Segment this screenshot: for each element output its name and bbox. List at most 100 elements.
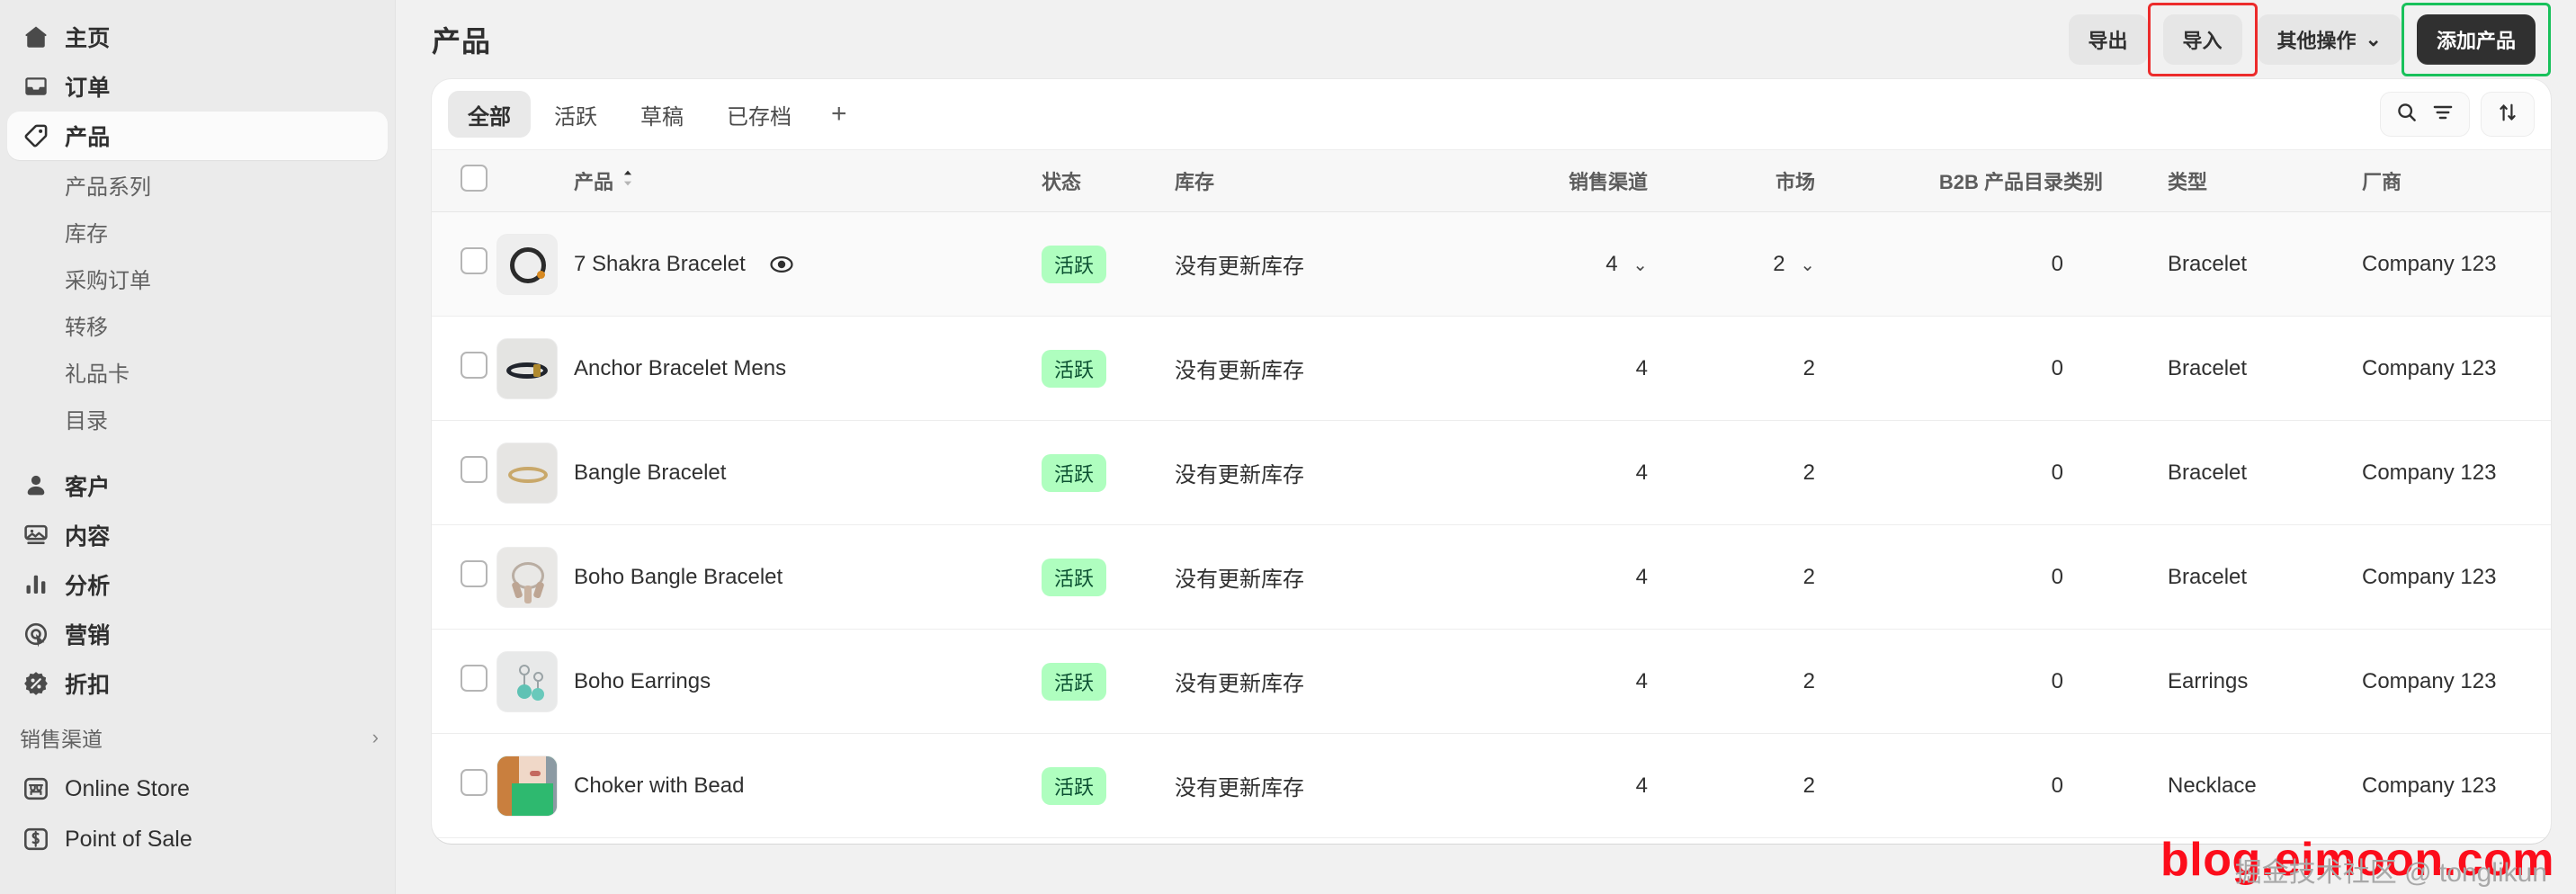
sidebar-item-label: 主页 [65, 26, 111, 51]
sidebar-item-home[interactable]: 主页 [7, 13, 388, 61]
sidebar-subitem-collections[interactable]: 产品系列 [7, 161, 388, 208]
row-type-cell: Bracelet [2168, 524, 2362, 630]
table-row[interactable]: Boho Earrings 活跃 没有更新库存 4 2 0 Earrings C… [432, 629, 2551, 734]
search-filter-pill[interactable] [2380, 92, 2470, 137]
sidebar-subitem-catalogs[interactable]: 目录 [7, 395, 388, 442]
sidebar-item-label: 折扣 [65, 673, 111, 698]
table-row[interactable]: Anchor Bracelet Mens 活跃 没有更新库存 4 2 0 Bra… [432, 316, 2551, 421]
table-row[interactable]: Choker with Bead 活跃 没有更新库存 4 2 0 Necklac… [432, 733, 2551, 838]
row-inventory-cell: 没有更新库存 [1175, 420, 1436, 525]
sidebar-spacer [0, 442, 395, 461]
sidebar-item-analytics[interactable]: 分析 [7, 560, 388, 609]
row-type-cell: Necklace [2168, 837, 2362, 844]
row-vendor-cell: Company 123 [2362, 316, 2551, 421]
online-store-icon [20, 773, 52, 805]
status-badge: 活跃 [1042, 766, 1107, 805]
sort-arrows-icon[interactable] [2496, 101, 2519, 129]
row-inventory-cell: 没有更新库存 [1175, 316, 1436, 421]
filter-icon[interactable] [2431, 101, 2455, 129]
sidebar-item-content[interactable]: 内容 [7, 511, 388, 559]
import-button[interactable]: 导入 [2162, 14, 2242, 65]
row-thumbnail-cell [496, 837, 574, 844]
row-checkbox[interactable] [461, 456, 487, 483]
tab-add-view-button[interactable]: + [831, 99, 847, 129]
product-name[interactable]: Choker with Bead [574, 773, 745, 798]
row-thumbnail-cell [496, 629, 574, 734]
row-vendor-cell: Company 123 [2362, 837, 2551, 844]
sidebar-subitem-label: 转移 [65, 315, 108, 340]
column-label-product: 产品 [574, 171, 614, 193]
table-row[interactable]: Bangle Bracelet 活跃 没有更新库存 4 2 0 Bracelet… [432, 420, 2551, 525]
product-tag-icon [20, 120, 52, 152]
chevron-down-icon[interactable]: ⌄ [1632, 255, 1648, 275]
table-row[interactable]: Boho Bangle Bracelet 活跃 没有更新库存 4 2 0 Bra… [432, 524, 2551, 630]
sidebar-item-customers[interactable]: 客户 [7, 461, 388, 510]
export-button[interactable]: 导出 [2068, 14, 2148, 65]
row-sales-channels-cell: 4 [1436, 629, 1648, 734]
row-vendor-cell: Company 123 [2362, 629, 2551, 734]
product-name[interactable]: Boho Bangle Bracelet [574, 564, 783, 589]
row-checkbox[interactable] [461, 665, 487, 692]
column-header-product[interactable]: 产品 [574, 149, 1042, 212]
tab-archived[interactable]: 已存档 [727, 104, 792, 130]
tab-draft[interactable]: 草稿 [640, 104, 684, 130]
product-name[interactable]: Anchor Bracelet Mens [574, 355, 787, 380]
column-header-inventory: 库存 [1175, 149, 1436, 212]
row-markets-cell: 2 [1648, 733, 1815, 838]
sidebar-item-point-of-sale[interactable]: Point of Sale [7, 814, 388, 864]
row-thumbnail-cell [496, 420, 574, 525]
tab-active[interactable]: 活跃 [554, 104, 597, 130]
search-icon[interactable] [2395, 101, 2419, 129]
sidebar-item-orders[interactable]: 订单 [7, 62, 388, 111]
sidebar-subitem-gift-cards[interactable]: 礼品卡 [7, 348, 388, 395]
sidebar-section-sales-channels[interactable]: 销售渠道 › [20, 717, 379, 758]
chevron-down-icon[interactable]: ⌄ [1800, 255, 1815, 275]
sidebar-item-online-store[interactable]: Online Store [7, 764, 388, 814]
status-badge: 活跃 [1042, 349, 1107, 388]
table-row[interactable]: 7 Shakra Bracelet 活跃 没有更新库存 4 ⌄ [432, 211, 2551, 317]
row-sales-channels-cell: 4 [1436, 733, 1648, 838]
row-type-cell: Bracelet [2168, 316, 2362, 421]
table-body: 7 Shakra Bracelet 活跃 没有更新库存 4 ⌄ [432, 211, 2551, 844]
table-row[interactable]: Choker with Gold Pendant 活跃 没有更新库存 4 2 0… [432, 837, 2551, 844]
sidebar-subitem-transfers[interactable]: 转移 [7, 301, 388, 348]
tab-all[interactable]: 全部 [448, 91, 531, 138]
row-checkbox[interactable] [461, 560, 487, 587]
product-thumbnail [496, 546, 558, 608]
sidebar-subitem-label: 产品系列 [65, 174, 151, 200]
thumbnail-header [496, 149, 574, 212]
sidebar-subitem-purchase-orders[interactable]: 采购订单 [7, 255, 388, 301]
sidebar-item-discounts[interactable]: 折扣 [7, 659, 388, 708]
row-vendor-cell: Company 123 [2362, 211, 2551, 317]
sidebar-item-products[interactable]: 产品 [7, 112, 388, 160]
product-name[interactable]: Boho Earrings [574, 668, 711, 693]
row-checkbox[interactable] [461, 769, 487, 796]
sort-caret-icon[interactable] [621, 167, 635, 194]
row-markets-cell: 2 [1648, 837, 1815, 844]
sidebar-subitem-label: 库存 [65, 221, 108, 246]
more-actions-button[interactable]: 其他操作 ⌄ [2257, 14, 2402, 65]
row-checkbox[interactable] [461, 247, 487, 274]
chevron-down-icon: ⌄ [2365, 28, 2382, 50]
customer-person-icon [20, 469, 52, 502]
row-vendor-cell: Company 123 [2362, 733, 2551, 838]
product-name[interactable]: 7 Shakra Bracelet [574, 251, 746, 276]
eye-icon[interactable] [769, 252, 794, 277]
row-markets-cell[interactable]: 2 ⌄ [1648, 211, 1815, 317]
markets-count: 2 [1773, 251, 1785, 276]
add-product-button[interactable]: 添加产品 [2416, 14, 2536, 65]
orders-inbox-icon [20, 70, 52, 103]
select-all-checkbox[interactable] [461, 165, 487, 192]
row-status-cell: 活跃 [1042, 316, 1175, 421]
sort-pill[interactable] [2481, 92, 2535, 137]
row-category-cell [2063, 211, 2168, 317]
product-name[interactable]: Bangle Bracelet [574, 460, 727, 485]
product-thumbnail [496, 337, 558, 399]
row-checkbox[interactable] [461, 352, 487, 379]
row-sales-channels-cell[interactable]: 4 ⌄ [1436, 211, 1648, 317]
sidebar-item-marketing[interactable]: 营销 [7, 610, 388, 658]
row-vendor-cell: Company 123 [2362, 524, 2551, 630]
column-header-b2b-catalogs: B2B 产品目录 [1815, 149, 2063, 212]
sidebar-subitem-inventory[interactable]: 库存 [7, 208, 388, 255]
sidebar-item-label: Point of Sale [65, 826, 192, 852]
